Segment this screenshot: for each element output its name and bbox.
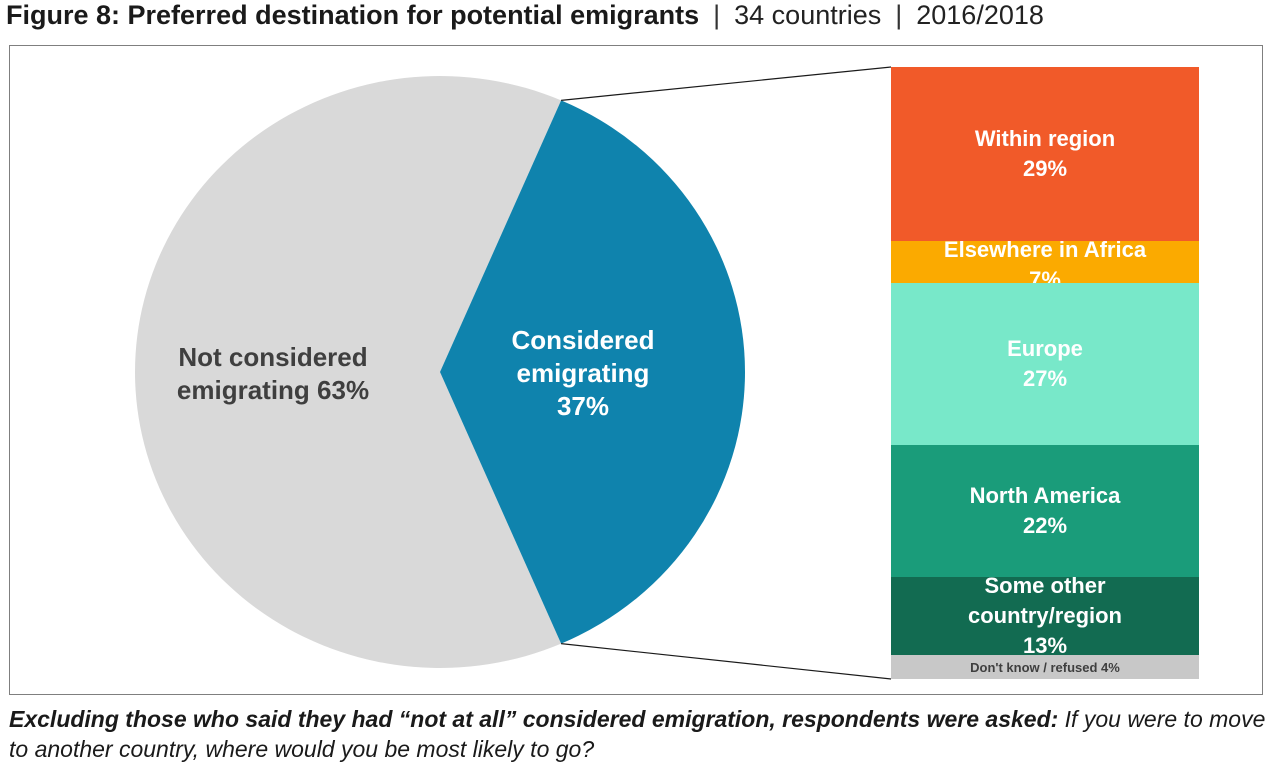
figure-title-row: Figure 8: Preferred destination for pote…	[6, 0, 1044, 32]
pie-label-not-considered: Not considered emigrating 63%	[177, 342, 369, 405]
bar-label-line: 27%	[1023, 366, 1067, 391]
bar-label-elsewhere-in-africa: Elsewhere in Africa 7%	[944, 237, 1147, 292]
chart-frame: Not considered emigrating 63% Considered em…	[9, 45, 1263, 695]
caption-question: If you were to move to another country, …	[9, 706, 1266, 762]
bar-segment-europe	[891, 283, 1199, 445]
bar-label-line: Don't know / refused 4%	[970, 660, 1120, 675]
title-separator: |	[713, 0, 721, 30]
figure-countries: 34 countries	[734, 0, 882, 30]
bar-segment-north-america	[891, 445, 1199, 577]
bar-label-don-t-know-refused-4: Don't know / refused 4%	[970, 660, 1120, 675]
chart-svg: Not considered emigrating 63%Considered em…	[135, 66, 1199, 680]
bar-label-line: 22%	[1023, 513, 1067, 538]
caption-lead: Excluding those who said they had “not a…	[9, 706, 1059, 732]
bar-label-europe: Europe 27%	[1007, 336, 1083, 391]
pie-slice-not-considered	[135, 75, 562, 668]
pie-label-line: emigrating	[517, 358, 650, 388]
bar-label-line: Elsewhere in Africa	[944, 237, 1147, 262]
connector-line-top	[561, 66, 892, 101]
figure-title: Figure 8: Preferred destination for pote…	[6, 0, 700, 30]
bar-label-some-other: Some other country/region 13%	[968, 573, 1122, 658]
bar-label-line: 29%	[1023, 156, 1067, 181]
pie-label-line: emigrating 63%	[177, 375, 369, 405]
figure-caption: Excluding those who said they had “not a…	[9, 704, 1271, 764]
bar-label-line: Europe	[1007, 336, 1083, 361]
bar-label-line: Some other	[984, 573, 1105, 598]
pie-slice-considered	[440, 100, 746, 644]
bar-segment-some-other	[891, 577, 1199, 655]
bar-label-north-america: North America 22%	[970, 483, 1122, 538]
bar-label-line: 13%	[1023, 633, 1067, 658]
bar-label-line: Within region	[975, 126, 1115, 151]
bar-label-line: country/region	[968, 603, 1122, 628]
pie-label-line: Not considered	[178, 342, 367, 372]
connector-line-bottom	[561, 643, 892, 680]
bar-segment-within-region	[891, 67, 1199, 241]
bar-label-line: North America	[970, 483, 1122, 508]
pie-label-considered: Considered emigrating 37%	[511, 325, 654, 421]
bar-segment-elsewhere-in-africa	[891, 241, 1199, 283]
title-separator: |	[895, 0, 903, 30]
pie-label-line: Considered	[511, 325, 654, 355]
bar-segment-don-t-know-refused-4	[891, 655, 1199, 679]
pie-label-line: 37%	[557, 391, 609, 421]
bar-label-within-region: Within region 29%	[975, 126, 1115, 181]
figure-years: 2016/2018	[916, 0, 1044, 30]
